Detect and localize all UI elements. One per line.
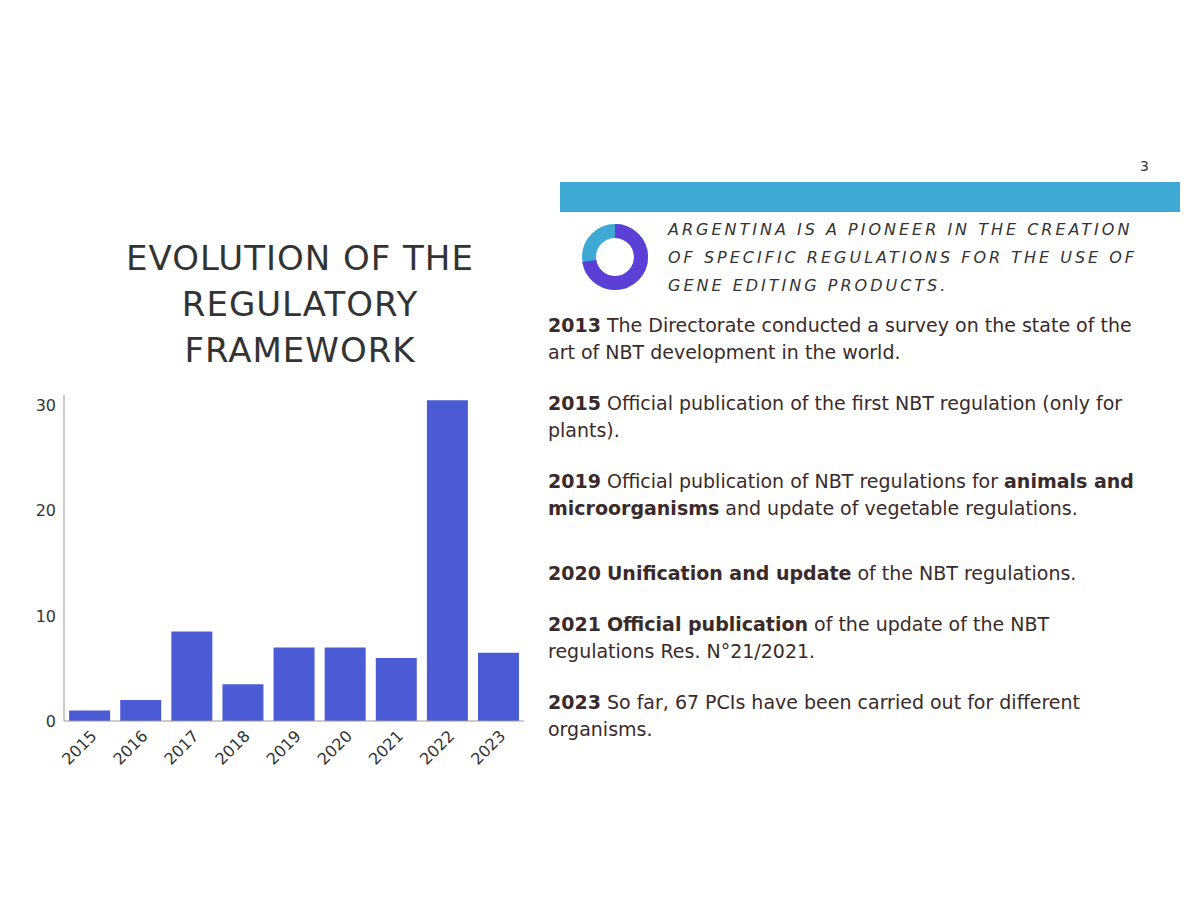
html-text:ARGENTINA IS A PIONEER IN THE: ARGENTINA IS A PIONEER IN THE CREATION O…	[668, 220, 1138, 295]
svg-text:0: 0	[46, 712, 56, 731]
html-text:2013 The Directorate conducted: 2013 The Directorate conducted a survey …	[548, 314, 1132, 363]
svg-text:2021: 2021	[365, 726, 407, 768]
svg-text:2018: 2018	[212, 726, 254, 768]
svg-text:2019: 2019	[263, 726, 305, 768]
svg-text:2022: 2022	[416, 726, 458, 768]
svg-text:2020: 2020	[314, 726, 356, 768]
html-text:2021 Official publication of t: 2021 Official publication of the update …	[548, 613, 1049, 662]
svg-text:10: 10	[36, 607, 56, 626]
html-text:EVOLUTION OF THE REGULATORY FR: EVOLUTION OF THE REGULATORY FRAMEWORK	[126, 238, 474, 370]
html-text:3: 3	[1140, 158, 1149, 174]
html-text:2015 Official publication of t: 2015 Official publication of the first N…	[548, 392, 1123, 441]
svg-text:2017: 2017	[160, 726, 202, 768]
html-text:2023 So far, 67 PCIs have been: 2023 So far, 67 PCIs have been carried o…	[548, 691, 1080, 740]
svg-text:2015: 2015	[58, 726, 100, 768]
svg-text:30: 30	[36, 396, 56, 415]
svg-text:2023: 2023	[467, 726, 509, 768]
svg-text:2016: 2016	[109, 726, 151, 768]
html-text:2019 Official publication of N: 2019 Official publication of NBT regulat…	[548, 470, 1134, 519]
html-text:2020 Unification and update of: 2020 Unification and update of the NBT r…	[548, 562, 1077, 584]
svg-text:20: 20	[36, 501, 56, 520]
